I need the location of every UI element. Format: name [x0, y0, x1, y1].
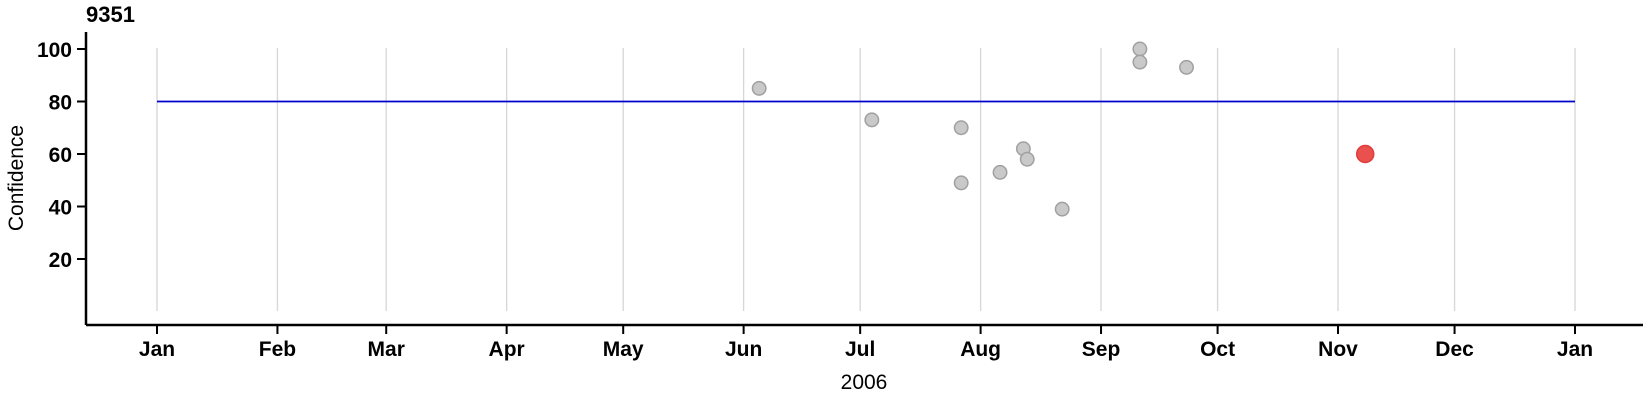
data-point — [1132, 41, 1148, 57]
y-tick-label: 100 — [37, 39, 72, 62]
x-tick-label: Jul — [845, 338, 875, 361]
data-point — [992, 164, 1008, 180]
data-point — [1179, 59, 1194, 75]
data-point — [953, 120, 969, 136]
x-tick-label: Mar — [368, 338, 405, 361]
x-tick-label: May — [603, 338, 644, 361]
x-tick-label: Jan — [139, 338, 175, 361]
chart-title: 9351 — [86, 2, 135, 27]
x-tick-label: Aug — [960, 338, 1001, 361]
data-point — [864, 112, 880, 128]
x-tick-label: Feb — [259, 338, 296, 361]
y-tick-label: 60 — [49, 144, 72, 167]
data-point — [1019, 151, 1035, 167]
x-tick-label: Oct — [1200, 338, 1235, 361]
x-tick-label: Sep — [1082, 338, 1121, 361]
data-point — [953, 175, 969, 191]
data-point — [751, 80, 767, 96]
y-tick-label: 20 — [49, 249, 72, 272]
highlighted-data-point — [1355, 144, 1375, 164]
y-tick-label: 80 — [49, 92, 72, 115]
data-point — [1054, 201, 1070, 217]
x-axis-title: 2006 — [840, 371, 888, 394]
x-tick-label: Jan — [1557, 338, 1593, 361]
x-tick-label: Apr — [489, 338, 525, 361]
y-tick-label: 40 — [49, 197, 72, 220]
data-point — [1132, 54, 1148, 70]
x-tick-label: Nov — [1318, 338, 1358, 361]
x-tick-label: Dec — [1435, 338, 1474, 361]
x-tick-label: Jun — [725, 338, 762, 361]
